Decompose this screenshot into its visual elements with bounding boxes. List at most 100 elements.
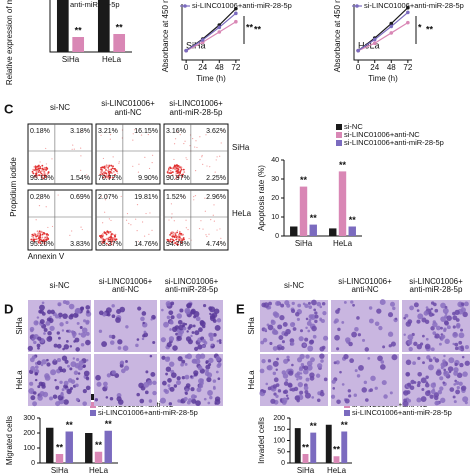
cell	[212, 379, 217, 383]
cell	[285, 394, 289, 397]
micrograph	[260, 354, 328, 406]
cell	[409, 305, 414, 311]
cell	[34, 378, 38, 382]
quadrant-percent: 1.52%	[166, 194, 186, 201]
cell	[68, 314, 74, 320]
cell	[105, 307, 112, 314]
cell	[209, 306, 216, 313]
cell	[347, 389, 352, 393]
event	[32, 168, 35, 171]
cell	[176, 313, 183, 319]
cell	[277, 346, 281, 350]
cell	[267, 386, 272, 391]
event	[36, 238, 38, 240]
cell	[68, 303, 75, 310]
cell	[278, 335, 284, 340]
event	[214, 171, 216, 173]
cell	[198, 383, 204, 389]
cell	[191, 331, 195, 334]
event	[80, 130, 82, 132]
event	[168, 219, 170, 221]
line	[185, 21, 237, 52]
bar	[104, 430, 112, 463]
cell	[214, 325, 221, 331]
event	[181, 175, 184, 178]
cell	[449, 387, 455, 392]
event	[99, 235, 101, 237]
event	[51, 158, 53, 160]
event	[104, 166, 107, 169]
cell	[305, 317, 309, 321]
cell	[115, 317, 121, 323]
cell	[440, 397, 446, 403]
event	[132, 133, 134, 135]
cell	[286, 303, 291, 308]
cell	[151, 314, 156, 320]
cell	[430, 307, 433, 311]
bar	[309, 224, 317, 236]
cell	[273, 392, 277, 396]
cell	[335, 360, 340, 365]
cell	[438, 342, 442, 346]
cell	[40, 363, 44, 367]
cell	[213, 385, 216, 389]
cell	[323, 335, 329, 341]
event	[38, 230, 41, 233]
event	[178, 239, 181, 241]
cell	[36, 343, 41, 348]
cell	[277, 324, 283, 330]
event	[145, 212, 147, 215]
event	[41, 164, 44, 167]
event	[80, 226, 82, 228]
event	[194, 146, 196, 148]
y-tick-label: 100	[23, 445, 35, 452]
cell	[434, 358, 440, 363]
cell	[376, 308, 382, 314]
event	[179, 240, 182, 243]
cell	[307, 301, 311, 305]
cell	[186, 400, 191, 405]
cell	[273, 312, 280, 318]
legend-label: si-LINC01006+anti-NC	[344, 130, 420, 139]
significance: **	[105, 419, 113, 429]
event	[134, 129, 136, 131]
row-label: HeLa	[232, 209, 252, 218]
cell	[165, 372, 168, 376]
cell	[180, 362, 184, 367]
cell	[169, 328, 172, 331]
cell	[443, 368, 447, 372]
event	[51, 225, 54, 228]
event	[174, 242, 177, 244]
event	[205, 134, 207, 136]
cell	[428, 358, 433, 363]
cell	[63, 344, 70, 350]
bar	[310, 432, 317, 463]
event	[175, 172, 178, 174]
y-tick-label: 100	[273, 437, 285, 444]
cell	[439, 376, 444, 381]
event	[180, 166, 183, 169]
event	[176, 236, 179, 239]
cell	[55, 385, 60, 390]
cell	[170, 372, 177, 378]
cell	[462, 311, 468, 318]
cell	[417, 313, 424, 320]
cell	[75, 397, 80, 402]
flow-plot	[95, 189, 161, 251]
cell	[49, 396, 53, 401]
cell	[216, 363, 221, 369]
event	[38, 166, 41, 169]
row-label: SiHa	[232, 143, 250, 152]
cell	[49, 325, 55, 332]
event	[110, 168, 113, 171]
cell	[164, 389, 170, 394]
cell	[425, 375, 429, 379]
cell	[319, 319, 322, 322]
cell	[262, 337, 268, 343]
cell	[442, 359, 446, 363]
significance: **	[310, 421, 318, 431]
cell	[209, 395, 213, 400]
cell	[218, 339, 222, 342]
cell	[313, 308, 317, 312]
event	[185, 227, 187, 229]
